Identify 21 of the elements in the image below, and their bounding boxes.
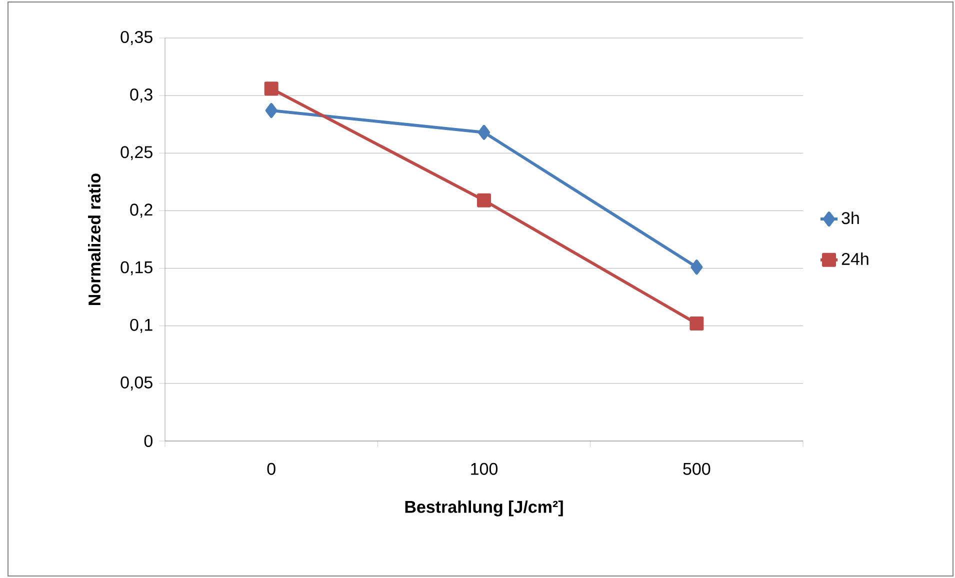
point bbox=[690, 316, 704, 331]
y-axis-title: Normalized ratio bbox=[88, 174, 101, 305]
y-tick-label: 0,25 bbox=[120, 146, 152, 160]
x-tick-label: 100 bbox=[471, 462, 498, 475]
legend-label: 3h bbox=[842, 212, 859, 224]
y-tick-label: 0,1 bbox=[130, 318, 152, 333]
y-tick-label: 0,2 bbox=[130, 204, 152, 218]
point bbox=[478, 124, 490, 140]
point bbox=[264, 82, 278, 96]
y-tick-label: 0,15 bbox=[120, 261, 152, 276]
point bbox=[690, 260, 703, 275]
y-tick-label: 0,3 bbox=[130, 88, 152, 103]
y-tick-label: 0 bbox=[144, 434, 152, 448]
y-tick-label: 0,05 bbox=[120, 376, 152, 390]
x-tick-label: 500 bbox=[683, 462, 710, 475]
legend-label: 24h bbox=[842, 252, 868, 265]
y-tick-label: 0,35 bbox=[120, 30, 152, 46]
x-axis-title: Bestrahlung [J/cm²] bbox=[405, 500, 563, 516]
x-tick-label: 0 bbox=[267, 462, 276, 475]
point bbox=[265, 103, 278, 118]
point bbox=[477, 193, 492, 208]
